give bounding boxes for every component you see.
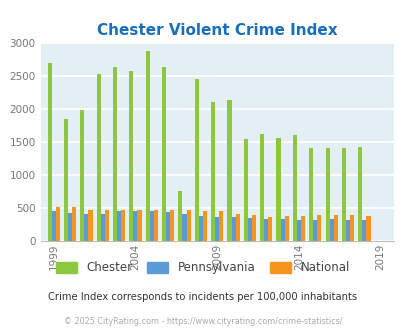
Bar [300,216,304,241]
Text: Crime Index corresponds to incidents per 100,000 inhabitants: Crime Index corresponds to incidents per… [48,292,357,302]
Bar [84,214,88,241]
Text: © 2025 CityRating.com - https://www.cityrating.com/crime-statistics/: © 2025 CityRating.com - https://www.city… [64,317,341,326]
Bar [260,134,264,241]
Bar [366,216,370,241]
Bar [215,217,219,241]
Bar [284,216,288,241]
Bar [51,211,55,241]
Bar [47,63,51,241]
Bar [243,139,247,241]
Bar [104,210,109,241]
Bar [178,191,182,241]
Bar [296,220,300,241]
Bar [186,210,190,241]
Bar [231,217,235,241]
Bar [194,79,198,241]
Bar [121,210,125,241]
Bar [268,217,272,241]
Bar [227,100,231,241]
Bar [170,210,174,241]
Bar [68,213,72,241]
Bar [349,215,353,241]
Bar [149,211,153,241]
Bar [357,147,361,241]
Bar [202,211,207,241]
Bar [309,148,313,241]
Bar [292,135,296,241]
Bar [145,51,149,241]
Bar [162,67,166,241]
Bar [153,210,158,241]
Bar [80,110,84,241]
Bar [313,220,317,241]
Bar [329,219,333,241]
Bar [117,211,121,241]
Bar [182,214,186,241]
Bar [333,215,337,241]
Bar [235,214,239,241]
Bar [211,102,215,241]
Bar [88,210,92,241]
Bar [361,220,366,241]
Bar [100,214,104,241]
Legend: Chester, Pennsylvania, National: Chester, Pennsylvania, National [51,257,354,279]
Bar [64,119,68,241]
Bar [113,67,117,241]
Bar [280,219,284,241]
Bar [252,215,256,241]
Bar [133,211,137,241]
Bar [166,212,170,241]
Bar [219,211,223,241]
Bar [247,218,252,241]
Bar [341,148,345,241]
Bar [325,148,329,241]
Bar [55,207,60,241]
Bar [264,219,268,241]
Bar [96,74,100,241]
Bar [198,216,202,241]
Bar [317,215,321,241]
Bar [345,220,349,241]
Bar [137,210,141,241]
Bar [276,138,280,241]
Title: Chester Violent Crime Index: Chester Violent Crime Index [97,22,337,38]
Bar [129,71,133,241]
Bar [72,207,76,241]
